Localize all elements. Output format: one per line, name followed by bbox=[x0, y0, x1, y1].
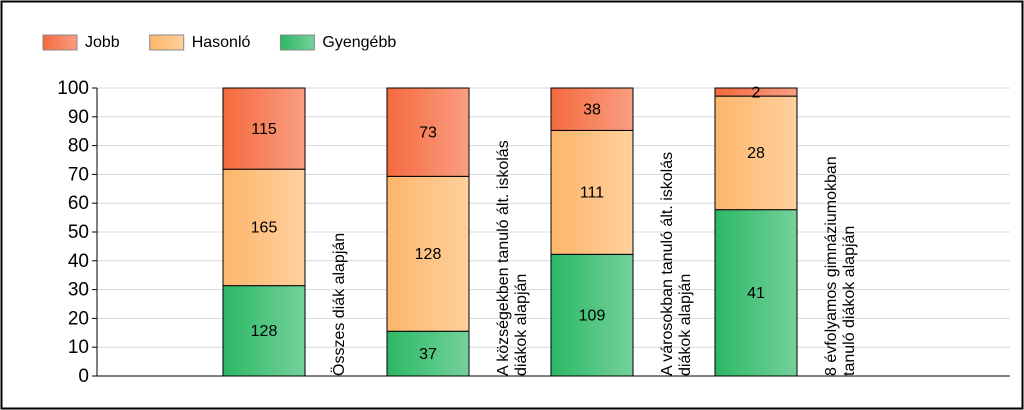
legend-label: Hasonló bbox=[192, 34, 251, 51]
legend-swatch bbox=[149, 34, 185, 51]
y-tick-label: 20 bbox=[68, 308, 89, 329]
bar-segment bbox=[550, 129, 634, 255]
y-tick-label: 90 bbox=[68, 107, 89, 128]
y-tick-label: 80 bbox=[68, 136, 89, 157]
legend-label: Jobb bbox=[85, 34, 120, 51]
y-tick-label: 70 bbox=[68, 164, 89, 185]
legend-swatch bbox=[42, 34, 78, 51]
bar-segment bbox=[550, 87, 634, 131]
data-label: 111 bbox=[580, 185, 604, 202]
data-label: 115 bbox=[251, 121, 277, 138]
legend-label: Gyengébb bbox=[322, 34, 396, 51]
bar-segment bbox=[714, 87, 798, 97]
x-tick-label: A városokban tanuló ált. iskolás diákok … bbox=[659, 151, 694, 376]
bar-segment bbox=[386, 87, 470, 177]
data-label: 28 bbox=[747, 145, 765, 162]
y-tick-label: 100 bbox=[57, 78, 89, 99]
y-tick-label: 60 bbox=[68, 193, 89, 214]
y-tick-label: 30 bbox=[68, 280, 89, 301]
bar-segment bbox=[222, 285, 306, 377]
bar-segment bbox=[550, 253, 634, 377]
bar-segment bbox=[714, 209, 798, 377]
data-label: 37 bbox=[419, 346, 437, 363]
y-tick-label: 50 bbox=[68, 222, 89, 243]
y-tick-label: 10 bbox=[68, 337, 89, 358]
data-label: 2 bbox=[752, 84, 761, 101]
bar-segment bbox=[222, 168, 306, 287]
bar-segment bbox=[714, 95, 798, 211]
x-tick-label: 8 évfolyamos gimnáziumokban tanuló diáko… bbox=[823, 156, 858, 376]
bar-segment bbox=[222, 87, 306, 170]
data-label: 109 bbox=[579, 307, 606, 324]
data-label: 128 bbox=[415, 246, 442, 263]
legend-swatch bbox=[279, 34, 315, 51]
data-label: 73 bbox=[419, 124, 437, 141]
data-label: 41 bbox=[747, 285, 765, 302]
data-label: 128 bbox=[251, 323, 278, 340]
data-label: 38 bbox=[583, 101, 601, 118]
data-label: 165 bbox=[251, 220, 278, 237]
y-tick-label: 40 bbox=[68, 251, 89, 272]
y-tick-label: 0 bbox=[78, 366, 89, 387]
x-tick-label: Összes diák alapján bbox=[331, 232, 348, 376]
x-tick-label: A községekben tanuló ált. iskolás diákok… bbox=[495, 140, 530, 376]
